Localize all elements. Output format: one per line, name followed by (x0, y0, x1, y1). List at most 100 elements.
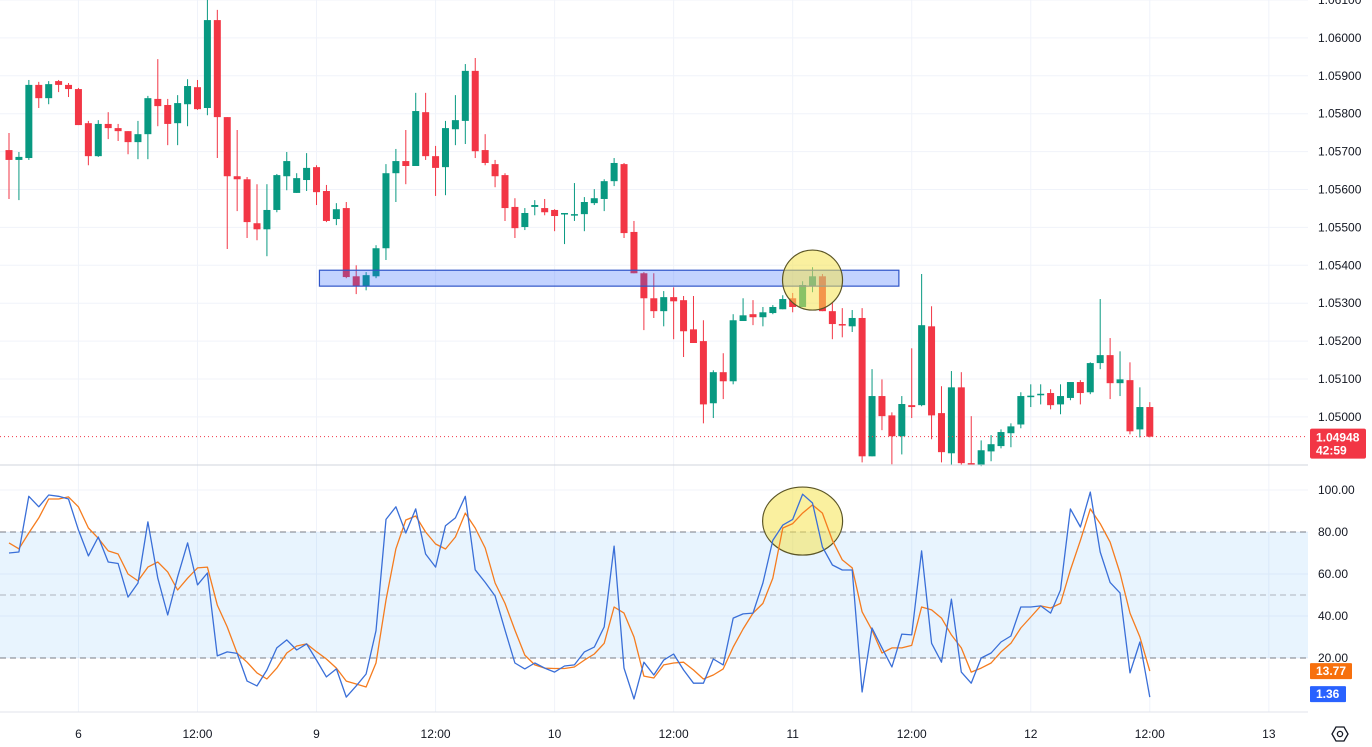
candle-up (45, 81, 53, 105)
candle-body (1037, 393, 1045, 396)
candle-down (1146, 402, 1154, 438)
time-tick-label: 12:00 (421, 727, 451, 741)
candle-up (362, 272, 370, 291)
candle-body (551, 209, 559, 217)
price-tick-label: 1.06100 (1318, 0, 1362, 7)
candle-down (689, 295, 697, 343)
candle-up (580, 197, 588, 232)
candle-body (392, 161, 400, 174)
candle-body (174, 103, 182, 124)
candle-body (164, 104, 172, 124)
candle-body (600, 181, 608, 199)
candle-up (868, 369, 876, 457)
stochastic-tick-label: 80.00 (1318, 525, 1348, 539)
candle-body (481, 150, 489, 163)
candle-body (590, 198, 598, 204)
candle-down (342, 202, 350, 279)
candle-body (997, 432, 1005, 447)
candle-body (441, 128, 449, 168)
candle-body (1146, 407, 1154, 437)
candle-body (729, 320, 737, 382)
candle-body (283, 161, 291, 177)
candle-down (928, 306, 936, 440)
candle-body (1126, 380, 1134, 432)
candle-up (977, 440, 985, 467)
candle-body (1017, 396, 1025, 425)
candle-down (124, 131, 132, 155)
annotations[interactable] (0, 249, 1308, 556)
candle-body (55, 81, 63, 85)
candle-down (1126, 362, 1134, 435)
candle-body (322, 191, 330, 221)
candle-down (630, 220, 638, 274)
candle-down (422, 92, 430, 160)
candle-body (154, 98, 162, 107)
candle-up (283, 151, 291, 191)
price-tick-label: 1.05500 (1318, 220, 1362, 234)
candle-body (491, 164, 499, 177)
candle-body (868, 396, 876, 457)
candle-down (322, 184, 330, 223)
candle-up (15, 151, 23, 201)
candle-up (1116, 351, 1124, 397)
candle-down (104, 112, 112, 140)
candle-body (332, 209, 340, 220)
candle-up (610, 158, 618, 187)
candle-up (25, 79, 33, 160)
current-price-label: 1.04948 (1316, 431, 1360, 445)
price-tick-label: 1.05900 (1318, 69, 1362, 83)
candle-body (1047, 393, 1055, 406)
candle-body (1027, 395, 1035, 398)
stochastic-d-value: 13.77 (1316, 664, 1346, 678)
candle-body (501, 175, 509, 209)
candle-body (709, 372, 717, 404)
candle-body (45, 84, 53, 99)
price-tick-label: 1.05400 (1318, 258, 1362, 272)
candle-body (15, 156, 23, 160)
stochastic-k-value: 1.36 (1316, 687, 1340, 701)
candle-body (233, 176, 241, 180)
time-tick-label: 12 (1024, 727, 1038, 741)
candle-down (828, 302, 836, 340)
candle-body (1007, 426, 1015, 434)
gear-icon[interactable] (1330, 724, 1350, 744)
candle-down (164, 98, 172, 146)
highlight-ellipse[interactable] (761, 486, 844, 556)
price-tick-label: 1.05100 (1318, 372, 1362, 386)
candle-up (303, 153, 311, 192)
candle-up (461, 64, 469, 145)
candle-up (451, 95, 459, 146)
candle-up (600, 179, 608, 212)
price-tick-label: 1.05700 (1318, 145, 1362, 159)
price-tick-label: 1.05200 (1318, 334, 1362, 348)
stochastic-k-value-tag (1310, 686, 1346, 703)
support-resistance-zone[interactable] (318, 269, 900, 287)
candle-body (104, 123, 112, 129)
candle-up (1017, 392, 1025, 429)
candle-down (154, 59, 162, 127)
candle-up (392, 148, 400, 203)
candle-up (561, 212, 569, 245)
candle-down (680, 295, 688, 358)
candle-down (74, 87, 82, 126)
candle-down (1106, 338, 1114, 400)
stochastic-band (0, 531, 1308, 659)
candle-body (432, 156, 440, 168)
candle-up (1007, 423, 1015, 448)
candle-down (35, 81, 43, 109)
candle-body (293, 178, 301, 193)
candle-down (432, 145, 440, 196)
candle-down (402, 129, 410, 185)
candle-body (630, 231, 638, 274)
candle-down (957, 372, 965, 466)
candle-down (501, 173, 509, 221)
candle-body (1116, 379, 1124, 384)
stochastic-tick-label: 20.00 (1318, 651, 1348, 665)
candle-body (521, 212, 529, 228)
candle-down (84, 120, 92, 166)
highlight-circle[interactable] (781, 249, 844, 311)
candle-body (412, 111, 420, 167)
candle-body (422, 112, 430, 157)
